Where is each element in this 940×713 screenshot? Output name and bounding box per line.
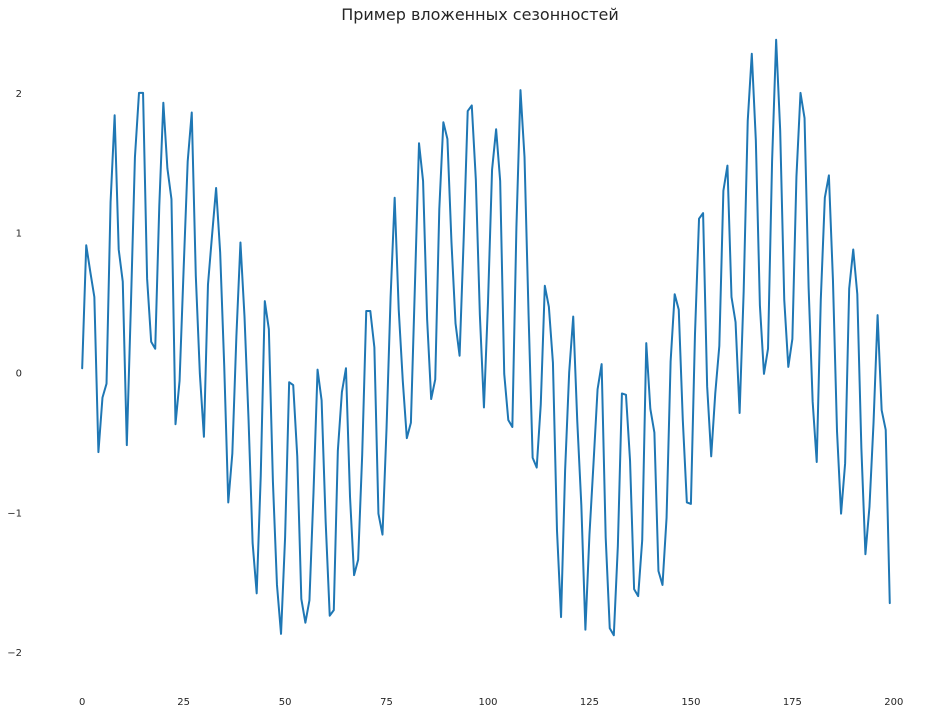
- x-axis-ticks: 0 25 50 75 100 125 150 175 200: [79, 697, 903, 708]
- series-line: [81, 38, 891, 637]
- y-tick-label: 0: [16, 368, 22, 379]
- x-tick-label: 100: [478, 697, 497, 708]
- x-tick-label: 25: [177, 697, 190, 708]
- x-tick-label: 175: [783, 697, 802, 708]
- y-axis-ticks: −2 −1 0 1 2: [7, 89, 22, 659]
- x-tick-label: 150: [681, 697, 700, 708]
- x-tick-label: 0: [79, 697, 85, 708]
- y-tick-label: 1: [16, 229, 22, 240]
- y-tick-label: −1: [7, 508, 22, 519]
- y-tick-label: −2: [7, 648, 22, 659]
- x-tick-label: 75: [380, 697, 393, 708]
- x-tick-label: 125: [580, 697, 599, 708]
- x-tick-label: 50: [279, 697, 292, 708]
- x-tick-label: 200: [884, 697, 903, 708]
- chart-title: Пример вложенных сезонностей: [341, 5, 619, 24]
- y-tick-label: 2: [16, 89, 22, 100]
